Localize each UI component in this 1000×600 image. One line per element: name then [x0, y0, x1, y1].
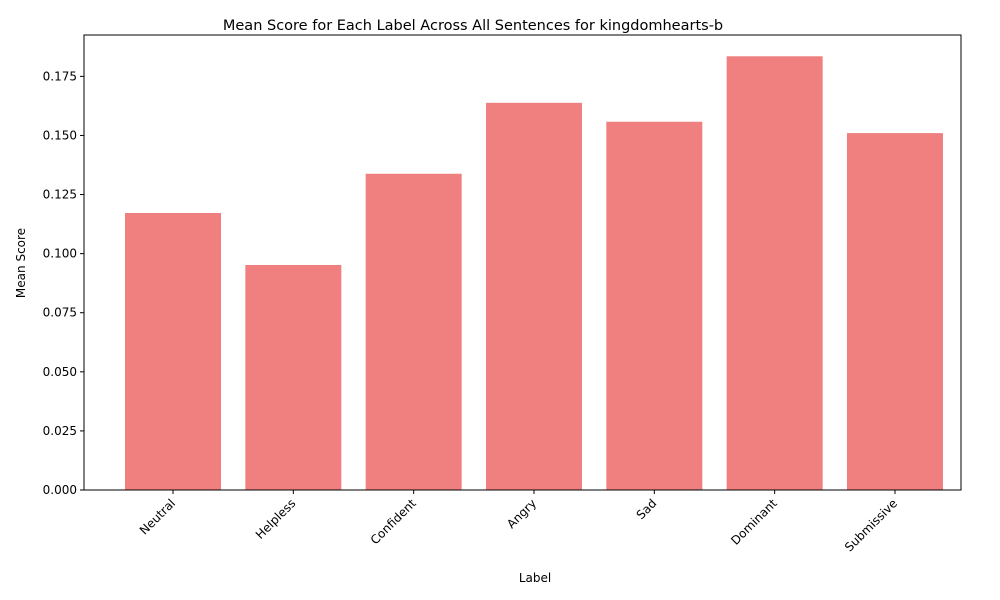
- bar-submissive: [846, 133, 943, 490]
- x-axis-label: Label: [519, 571, 551, 585]
- y-tick-label: 0.025: [43, 424, 77, 438]
- y-tick-label: 0.000: [43, 483, 77, 497]
- y-tick-label: 0.100: [43, 247, 77, 261]
- bars-group: [125, 56, 943, 490]
- plot-frame: [83, 34, 962, 491]
- y-axis-label: Mean Score: [14, 228, 28, 298]
- y-tick-label: 0.150: [43, 128, 77, 142]
- chart-title: Mean Score for Each Label Across All Sen…: [223, 18, 723, 34]
- bar-helpless: [245, 264, 342, 490]
- y-tick-label: 0.075: [43, 306, 77, 320]
- y-tick-label: 0.175: [43, 69, 77, 83]
- y-axis: 0.000 0.025 0.050 0.075 0.100 0.125 0.150 0.175: [43, 69, 84, 497]
- y-tick-label: 0.050: [43, 365, 77, 379]
- bar-angry: [485, 102, 582, 490]
- bar-sad: [606, 121, 703, 490]
- bar-dominant: [726, 56, 823, 490]
- bar-neutral: [125, 212, 221, 490]
- bar-confident: [365, 173, 462, 490]
- y-tick-label: 0.125: [43, 188, 77, 202]
